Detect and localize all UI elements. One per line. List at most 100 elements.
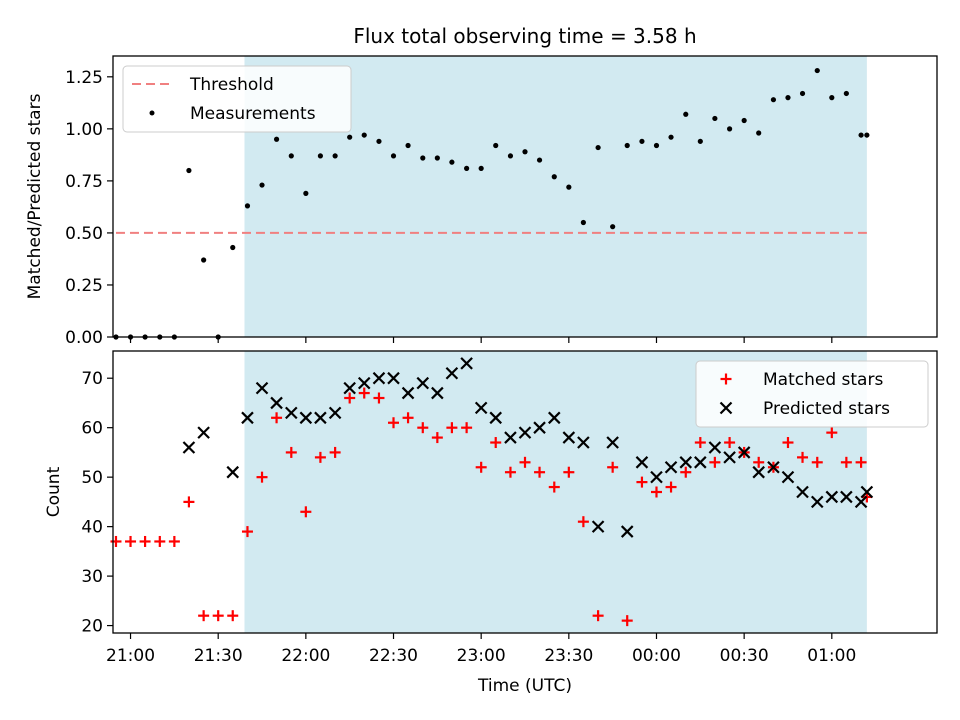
predicted-point [460,357,473,370]
x-axis-ticks [129,337,833,343]
y-tick-label: 0.50 [65,224,103,244]
y-axis-label: Count [44,466,64,517]
y-axis-label: Matched/Predicted stars [25,93,45,299]
cross-b [504,431,517,444]
cross-b [314,411,327,425]
measurement-point [726,126,733,132]
x-tick-label: 22:00 [281,646,330,666]
predicted-point [504,431,517,444]
measurement-point [259,182,265,188]
measurement-point [493,142,499,149]
legend-measurements-label: Measurements [190,104,316,124]
cross-b [416,376,430,390]
y-tick-label: 1.25 [65,68,103,88]
measurement-point [361,132,367,138]
measurement-point [639,138,645,144]
x-axis-ticks: 21:00 21:30 22:00 22:30 23:00 23:30 00:00 00:30… [106,633,856,666]
predicted-point [752,465,765,479]
predicted-point [387,371,400,385]
predicted-point [489,411,502,425]
measurement-point [230,244,236,251]
x-tick-label: 21:00 [106,646,155,666]
y-axis-ticks: 20 30 40 50 60 70 [81,369,113,637]
measurement-point [434,155,440,161]
cross-b [719,401,733,415]
matched-point [665,481,677,493]
predicted-point [781,470,795,484]
predicted-point [650,470,663,484]
matched-point [753,456,765,468]
cross-b [650,470,663,484]
cross-b [562,431,576,444]
measurement-point [741,117,747,124]
legend-x-marker [719,401,733,415]
measurement-point [683,111,689,117]
matched-point [271,412,283,424]
measurement-point [712,115,718,122]
matched-point [300,506,312,518]
matched-point [154,535,166,547]
matched-point [198,610,210,622]
y-tick-label: 70 [81,369,103,389]
matched-point [548,481,560,493]
cross-b [489,411,502,425]
cross-b [548,411,561,425]
matched-point [621,615,633,627]
matched-point [125,535,137,547]
predicted-point [518,426,532,439]
legend-box [122,65,352,133]
predicted-point [679,456,693,469]
matched-point [314,451,326,463]
matched-point [168,535,180,547]
plot-frame [112,55,938,338]
measurement-point [186,167,192,174]
measurement-point [668,134,674,140]
predicted-point [620,525,634,538]
cross-b [694,456,707,469]
matched-point [577,516,589,528]
legend-threshold-label: Threshold [189,75,274,95]
measurement-point [785,95,791,101]
measurement-point [595,144,601,151]
cross-b [299,411,313,425]
matched-point [212,610,224,622]
matched-point [826,427,838,439]
cross-b [226,465,240,479]
cross-b [591,520,605,533]
predicted-point [285,406,298,420]
x-tick-label: 22:30 [369,646,418,666]
cross-b [767,460,780,474]
cross-b [606,436,619,449]
y-tick-label: 60 [81,419,103,439]
cross-b [737,446,751,459]
measurement-point [653,142,660,149]
legend-predicted-swatch [719,401,733,415]
legend-box [695,360,929,428]
measurement-point [347,134,353,140]
x-tick-label: 21:30 [194,646,243,666]
predicted-point [343,381,356,395]
measurement-point [449,159,455,165]
measurement-point [507,153,514,159]
cross-b [343,381,356,395]
matched-point [431,432,443,444]
predicted-point [840,490,853,504]
cross-b [460,357,473,370]
measurement-point [420,155,426,161]
measurement-point [303,190,309,196]
measurement-point [317,153,324,159]
measurement-point [624,142,630,149]
legend-plus-marker [720,373,732,385]
measurement-point [405,142,411,149]
matched-point [344,392,356,404]
predicted-point [796,485,809,499]
matched-point [563,466,575,478]
cross-b [635,456,649,469]
matched-point [417,422,429,434]
cross-b [840,490,853,504]
matched-point [475,461,487,473]
predicted-point [533,421,546,434]
measurement-point [201,257,207,263]
cross-b [810,495,824,509]
